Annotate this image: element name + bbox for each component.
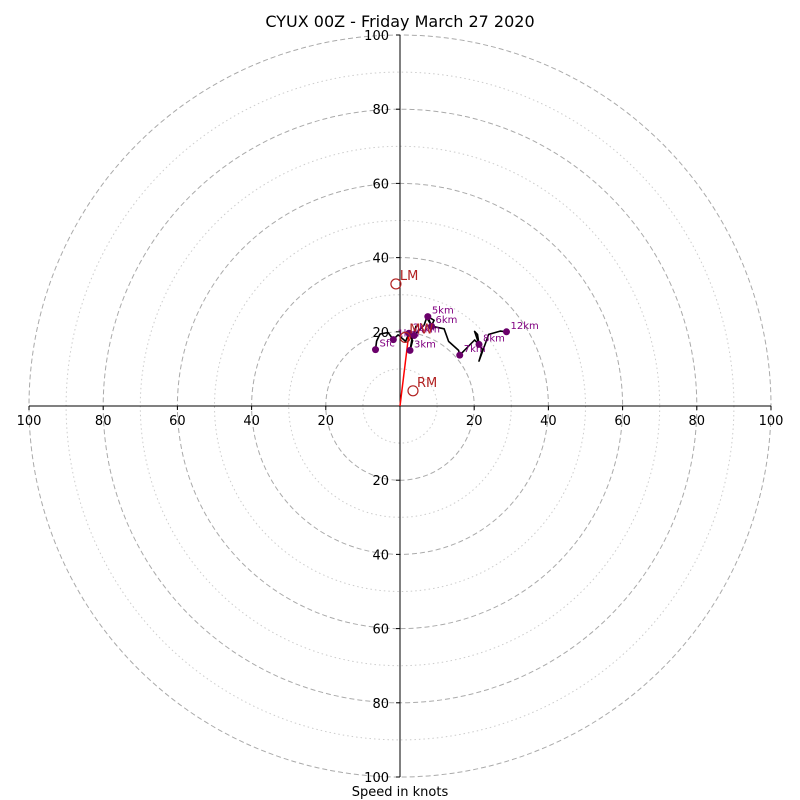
height-marker-label: 4km	[418, 325, 440, 336]
x-tick-label: 80	[689, 414, 706, 429]
height-marker-dot	[389, 336, 397, 344]
height-marker-label: 2km	[413, 322, 435, 333]
height-marker-dot	[410, 332, 418, 340]
height-marker-label: 8km	[483, 333, 505, 344]
x-tick-label: 100	[17, 414, 42, 429]
height-marker-dot	[424, 313, 432, 321]
x-tick-label: 80	[95, 414, 112, 429]
height-marker-dot	[475, 340, 483, 348]
shear-vector-line	[399, 333, 410, 407]
x-tick-label: 60	[169, 414, 186, 429]
height-marker-label: 5km	[432, 306, 454, 317]
axis-tick-labels: 100 80 60 40 20 20 40 60 80 100100806040202040608…	[17, 29, 784, 786]
x-tick-label: 40	[540, 414, 557, 429]
height-marker-dot	[372, 346, 380, 354]
height-marker-dot	[406, 346, 414, 354]
x-tick-label: 20	[318, 414, 335, 429]
height-marker-label: 6km	[436, 315, 458, 326]
height-marker-label: Sfc	[380, 339, 395, 350]
x-tick-label: 100	[759, 414, 784, 429]
storm-motion-label: LM	[400, 269, 418, 284]
y-tick-label: 60	[372, 177, 389, 192]
height-marker-label: 3km	[414, 339, 436, 350]
y-tick-label: 20	[372, 474, 389, 489]
x-tick-label: 60	[614, 414, 631, 429]
storm-motion-marker	[407, 385, 419, 397]
y-tick-label: 60	[372, 623, 389, 638]
storm-motion-markers: LM RM MW	[390, 269, 437, 397]
y-tick-label: 100	[364, 29, 389, 44]
y-tick-label: 80	[372, 697, 389, 712]
y-tick-label: 40	[372, 548, 389, 563]
storm-motion-label: MW	[409, 322, 433, 337]
storm-motion-marker	[390, 278, 402, 290]
hodograph-trace	[374, 315, 507, 407]
height-marker-dot	[456, 351, 464, 359]
height-marker-label: 7km	[464, 344, 486, 355]
storm-motion-label: RM	[417, 376, 437, 391]
x-tick-label: 20	[466, 414, 483, 429]
height-markers: Sfc1km2km3km4km5km6km7km8km12km	[372, 306, 539, 359]
y-tick-label: 100	[364, 771, 389, 786]
height-marker-label: 12km	[510, 321, 538, 332]
x-axis-label: Speed in knots	[352, 785, 449, 800]
height-marker-dot	[502, 328, 510, 336]
x-tick-label: 40	[243, 414, 260, 429]
storm-motion-marker	[399, 331, 411, 343]
y-tick-label: 40	[372, 252, 389, 267]
height-marker-dot	[428, 322, 436, 330]
y-tick-label: 80	[372, 103, 389, 118]
chart-title: CYUX 00Z - Friday March 27 2020	[265, 12, 534, 31]
